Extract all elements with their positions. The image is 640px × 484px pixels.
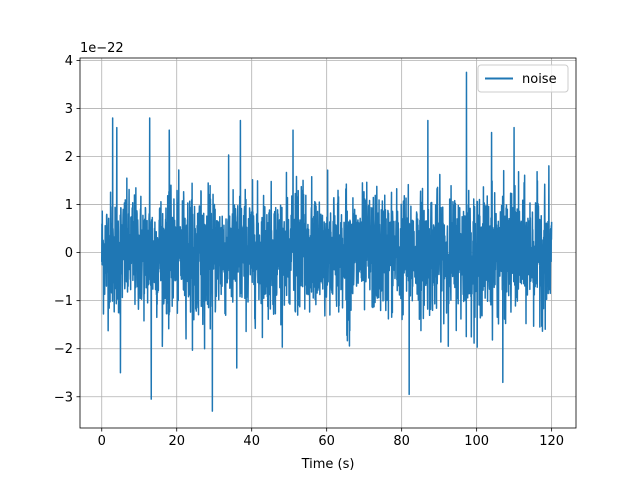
x-tick-label: 40 <box>243 434 260 449</box>
y-tick-label: −2 <box>54 342 73 357</box>
noise-series-line <box>100 71 553 412</box>
plot-area <box>100 71 553 412</box>
y-axis-offset-text: 1e−22 <box>80 41 124 56</box>
y-tick-label: 4 <box>65 54 73 69</box>
y-tick-label: 2 <box>65 150 73 165</box>
legend: noise <box>477 64 569 93</box>
x-tick-label: 0 <box>98 434 106 449</box>
legend-box <box>477 64 569 93</box>
axis-ticks: 0 20 40 60 80 100 120 −3 −2 −1 0 1 2 3 4 <box>54 54 564 449</box>
y-tick-label: −3 <box>54 390 73 405</box>
y-tick-label: 0 <box>65 246 73 261</box>
x-tick-label: 120 <box>539 434 564 449</box>
y-tick-label: 3 <box>65 102 73 117</box>
x-tick-label: 80 <box>393 434 410 449</box>
x-tick-label: 60 <box>318 434 335 449</box>
y-tick-label: −1 <box>54 294 73 309</box>
x-axis-label: Time (s) <box>301 457 355 472</box>
y-tick-label: 1 <box>65 198 73 213</box>
x-tick-label: 100 <box>464 434 489 449</box>
legend-noise-label: noise <box>522 72 557 87</box>
axes-frame <box>79 57 577 429</box>
x-tick-label: 20 <box>168 434 185 449</box>
